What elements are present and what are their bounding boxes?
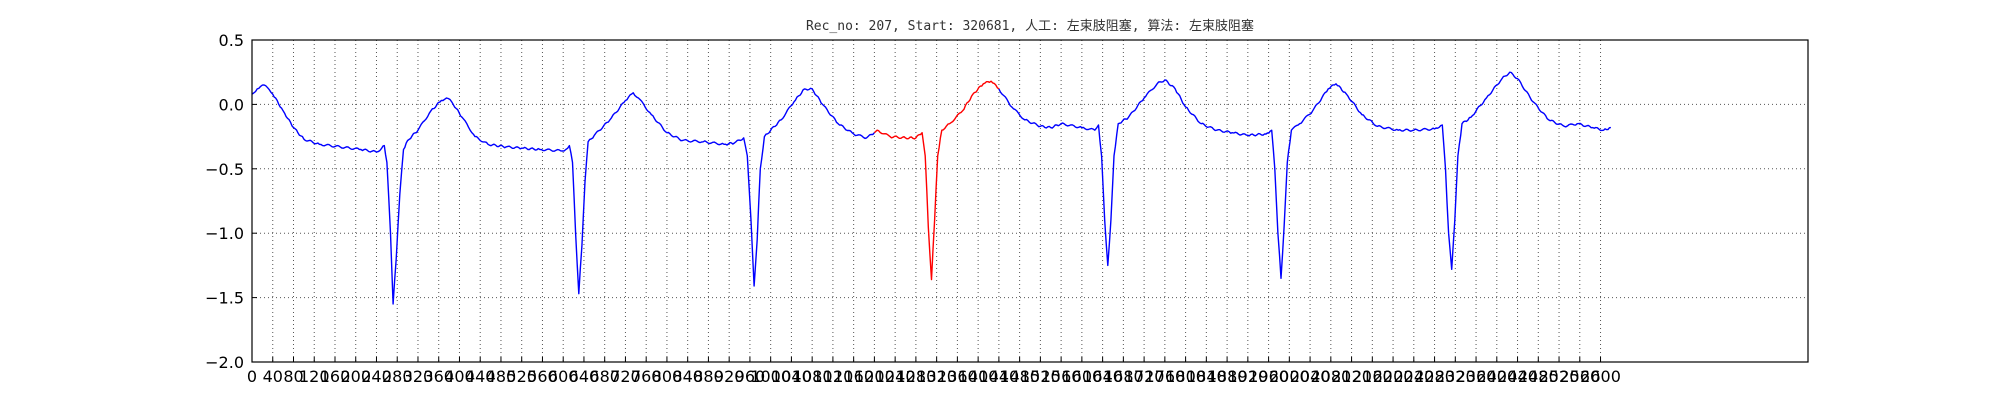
x-tick-label: 1320 xyxy=(916,367,957,386)
x-tick-label: 560 xyxy=(527,367,558,386)
x-tick-label: 760 xyxy=(631,367,662,386)
x-tick-label: 400 xyxy=(444,367,475,386)
x-tick-label: 1280 xyxy=(896,367,937,386)
y-tick-label: −1.0 xyxy=(205,224,244,243)
x-tick-label: 200 xyxy=(340,367,371,386)
series-layer xyxy=(251,71,1611,305)
x-tick-label: 2040 xyxy=(1290,367,1331,386)
x-tick-label: 2120 xyxy=(1331,367,1372,386)
x-tick-label: 1080 xyxy=(792,367,833,386)
x-tick-label: 40 xyxy=(263,367,283,386)
x-tick-label: 280 xyxy=(382,367,413,386)
x-tick-label: 1360 xyxy=(937,367,978,386)
x-tick-label: 2080 xyxy=(1310,367,1351,386)
x-tick-label: 2360 xyxy=(1456,367,1497,386)
chart-title: Rec_no: 207, Start: 320681, 人工: 左束肢阻塞, 算… xyxy=(806,18,1254,34)
x-tick-label: 2280 xyxy=(1414,367,1455,386)
x-tick-label: 1520 xyxy=(1020,367,1061,386)
y-tick-label: −1.5 xyxy=(205,289,244,308)
x-tick-label: 1840 xyxy=(1186,367,1227,386)
x-tick-label: 80 xyxy=(283,367,303,386)
x-tick-label: 840 xyxy=(672,367,703,386)
x-tick-label: 1240 xyxy=(875,367,916,386)
x-axis: 0 40 8012016020024028032036040044048052056… xyxy=(247,357,1621,386)
x-tick-label: 520 xyxy=(506,367,537,386)
x-tick-label: 2320 xyxy=(1435,367,1476,386)
x-tick-label: 2520 xyxy=(1539,367,1580,386)
x-tick-label: 1480 xyxy=(999,367,1040,386)
x-tick-label: 720 xyxy=(610,367,641,386)
y-tick-label: −0.5 xyxy=(205,160,244,179)
x-tick-label: 1440 xyxy=(979,367,1020,386)
y-tick-label: 0.5 xyxy=(219,31,244,50)
ecg-line xyxy=(251,84,875,305)
x-tick-label: 640 xyxy=(569,367,600,386)
x-tick-label: 480 xyxy=(486,367,517,386)
y-tick-label: 0.0 xyxy=(219,95,244,114)
x-tick-label: 1560 xyxy=(1041,367,1082,386)
x-tick-label: 1960 xyxy=(1248,367,1289,386)
x-tick-label: 160 xyxy=(320,367,351,386)
x-tick-label: 680 xyxy=(589,367,620,386)
x-tick-label: 1600 xyxy=(1062,367,1103,386)
x-tick-label: 1120 xyxy=(813,367,854,386)
x-tick-label: 1680 xyxy=(1103,367,1144,386)
y-axis: −2.0 −1.5 −1.0 −0.5 0.0 0.5 xyxy=(205,31,257,372)
x-tick-label: 2160 xyxy=(1352,367,1393,386)
x-tick-label: 440 xyxy=(465,367,496,386)
x-tick-label: 800 xyxy=(652,367,683,386)
ecg-line xyxy=(998,71,1611,279)
x-tick-label: 1160 xyxy=(833,367,874,386)
plot-frame xyxy=(251,39,1809,363)
x-tick-label: 2600 xyxy=(1580,367,1621,386)
x-tick-label: 920 xyxy=(714,367,745,386)
x-tick-label: 2480 xyxy=(1518,367,1559,386)
y-tick-label: −2.0 xyxy=(205,353,244,372)
x-tick-label: 960 xyxy=(735,367,766,386)
x-tick-label: 2240 xyxy=(1393,367,1434,386)
x-tick-label: 1200 xyxy=(854,367,895,386)
x-tick-label: 1000 xyxy=(750,367,791,386)
highlighted-beat-line xyxy=(873,80,1000,281)
x-tick-label: 1040 xyxy=(771,367,812,386)
x-tick-label: 2400 xyxy=(1476,367,1517,386)
x-tick-label: 2560 xyxy=(1559,367,1600,386)
x-tick-label: 240 xyxy=(361,367,392,386)
x-tick-label: 1400 xyxy=(958,367,999,386)
x-tick-label: 360 xyxy=(423,367,454,386)
x-tick-label: 1880 xyxy=(1207,367,1248,386)
x-tick-label: 1640 xyxy=(1082,367,1123,386)
x-tick-label: 2440 xyxy=(1497,367,1538,386)
x-tick-label: 1800 xyxy=(1165,367,1206,386)
x-tick-label: 2200 xyxy=(1373,367,1414,386)
x-tick-label: 0 xyxy=(247,367,257,386)
x-tick-label: 1920 xyxy=(1227,367,1268,386)
x-tick-label: 1760 xyxy=(1144,367,1185,386)
x-tick-label: 1720 xyxy=(1124,367,1165,386)
x-tick-label: 600 xyxy=(548,367,579,386)
x-tick-label: 120 xyxy=(299,367,330,386)
grid xyxy=(252,40,1808,362)
x-tick-label: 2000 xyxy=(1269,367,1310,386)
x-tick-label: 320 xyxy=(403,367,434,386)
x-tick-label: 880 xyxy=(693,367,724,386)
